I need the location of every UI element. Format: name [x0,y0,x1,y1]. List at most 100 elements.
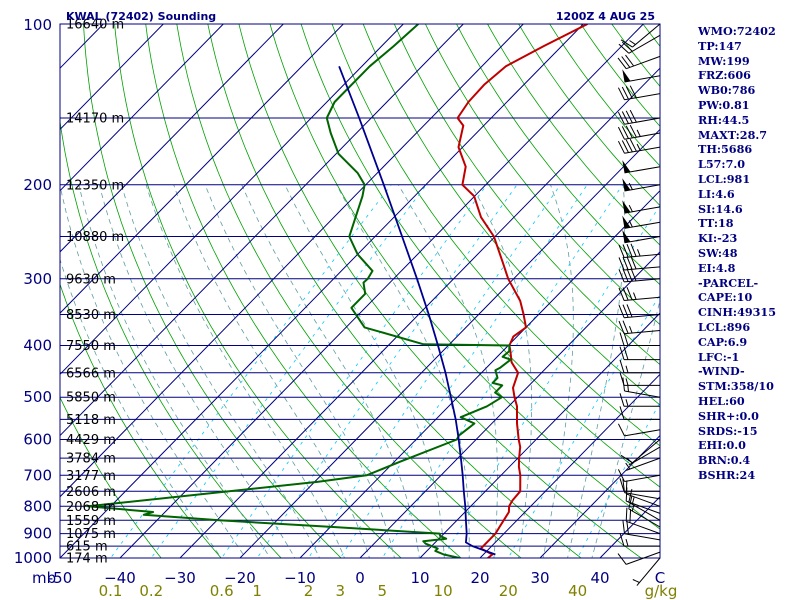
barb-pennant [622,200,631,214]
wind-barb [618,243,661,258]
isotherm [60,24,224,192]
barb-flag [629,109,637,123]
height-label: 4429 m [66,433,116,448]
index-item: -WIND- [698,364,745,379]
temperature-tick-label: 10 [410,569,429,587]
moist-adiabat [398,184,498,558]
height-label: 1559 m [66,514,116,529]
barb-flag [617,553,627,565]
barb-flag [618,269,625,283]
isotherm [539,434,660,558]
barb-flag [617,126,625,140]
barb-flag [625,110,633,124]
moist-adiabat [567,184,626,558]
mixing-ratio-units: g/kg [645,582,678,600]
dry-adiabat [362,24,660,406]
barb-flag [625,480,628,494]
moist-adiabat [542,184,574,558]
wind-barb [622,200,661,214]
mixing-ratio-line [221,184,488,558]
pressure-tick-label: 500 [23,388,52,406]
barb-flag [618,244,625,258]
barb-flag [619,478,625,492]
barb-staff [624,330,661,335]
isotherm [419,312,660,558]
height-label: 16640 m [66,18,124,33]
moist-adiabat [284,184,445,558]
barb-staff [626,55,661,70]
index-item: -PARCEL- [698,275,759,290]
wind-barb [622,69,661,83]
barb-flag [629,124,637,138]
barb-flag [617,469,625,482]
plot-background [60,24,660,558]
dry-adiabat [487,24,660,246]
barb-flag [625,139,633,153]
barb-flag [629,138,637,152]
dry-adiabat [83,24,342,558]
barb-staff [628,508,661,528]
pressure-tick-label: 400 [23,337,52,355]
height-label: 2606 m [66,485,116,500]
mixing-ratio-tick-label: 40 [568,582,587,600]
dry-adiabat [456,24,660,286]
isotherm [60,24,404,376]
barb-flag [626,287,633,300]
moist-adiabat [60,257,222,558]
barb-staff [624,117,661,125]
wind-barb [619,406,660,420]
barb-flag [630,256,637,270]
barb-flag [617,57,627,70]
barb-flag [619,332,625,346]
pressure-tick-label: 300 [23,270,52,288]
index-item: TH:5686 [698,142,753,157]
barb-flag [625,507,628,522]
wind-barb [622,479,661,500]
temperature-line [456,24,588,558]
index-item: LI:4.6 [698,186,735,201]
barb-staff [624,266,661,271]
barb-half-flag [625,399,629,407]
barb-flag [618,287,625,301]
index-item: SI:14.6 [698,201,743,216]
barb-flag [617,111,625,125]
mixing-ratio-line [110,184,392,558]
barb-flag [622,244,629,258]
wind-barb [618,304,661,319]
moist-adiabat [121,184,321,558]
isotherm [60,24,164,131]
mixing-ratio-tick-label: 3 [336,582,346,600]
wind-barb [619,393,660,407]
temperature-tick-label: 40 [590,569,609,587]
barb-half-flag [625,378,629,386]
barb-staff [624,253,661,258]
barb-staff [624,314,661,319]
index-item: KI:-23 [698,231,738,246]
index-item: LCL:896 [698,319,751,334]
barb-staff [624,390,661,398]
wind-barb [632,557,661,586]
barb-staff [628,446,661,466]
barb-half-flag [637,249,641,257]
barb-flag [621,140,629,153]
barb-staff [624,296,661,301]
wind-barb [617,138,661,154]
dry-adiabat [300,24,660,488]
barb-flag [619,372,625,386]
barb-flag [622,287,629,301]
isotherm [60,24,524,498]
wind-barb [622,160,661,174]
index-item: EI:4.8 [698,260,736,275]
barb-staff [624,474,661,482]
sounding-time: 1200Z 4 AUG 25 [556,10,655,23]
pressure-axis-label: mb [32,569,56,587]
barb-half-flag [625,365,629,373]
mixing-ratio-tick-label: 20 [499,582,518,600]
barb-flag [620,39,633,48]
barb-flag [618,43,630,54]
index-item: MAXT:28.7 [698,127,768,142]
barb-flag [626,520,629,535]
barb-flag [621,86,629,100]
barb-staff [628,34,661,54]
dry-adiabat [114,24,402,558]
